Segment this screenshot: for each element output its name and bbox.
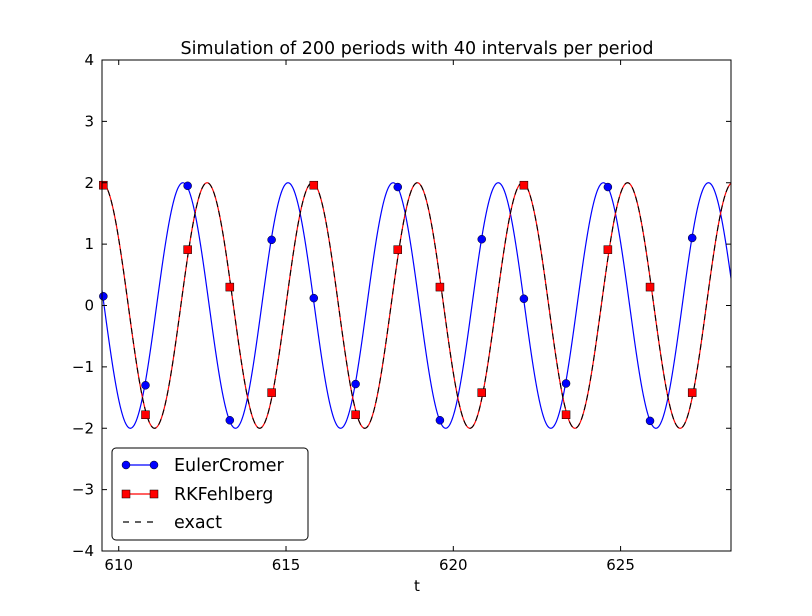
y-tick-label: −3 [72, 481, 94, 499]
eulercromer-point [561, 379, 571, 388]
rkfehlberg-point [309, 180, 319, 190]
eulercromer-point [183, 181, 192, 191]
legend-marker-eulercromer [121, 460, 131, 470]
eulercromer-point [687, 233, 697, 243]
eulercromer-line [102, 182, 731, 429]
rkfehlberg-point [645, 282, 655, 292]
eulercromer-point [603, 182, 613, 192]
legend-marker-eulercromer [149, 460, 159, 470]
x-tick-label: 625 [606, 556, 635, 574]
y-tick-label: −2 [72, 419, 94, 437]
y-tick-label: −4 [72, 542, 94, 560]
eulercromer-point [99, 292, 108, 301]
rkfehlberg-point [687, 388, 697, 397]
legend-box [111, 447, 309, 541]
eulercromer-point [477, 234, 486, 244]
eulercromer-point [393, 182, 403, 192]
y-tick-label: 1 [84, 235, 94, 253]
rkfehlberg-point [351, 410, 360, 419]
eulercromer-point [519, 294, 529, 303]
legend-marker-rkfehlberg [149, 489, 159, 499]
rkfehlberg-point [183, 245, 192, 254]
eulercromer-point [267, 235, 276, 245]
rkfehlberg-point [603, 245, 613, 254]
rkfehlberg-point [435, 282, 445, 292]
legend-label-exact: exact [174, 513, 222, 533]
legend-label-rkfehlberg: RKFehlberg [174, 485, 273, 505]
y-tick-label: 0 [84, 297, 94, 315]
rkfehlberg-point [225, 282, 235, 292]
x-tick-label: 610 [104, 556, 133, 574]
x-tick-label: 615 [272, 556, 301, 574]
eulercromer-point [141, 381, 150, 390]
x-axis-label: t [414, 577, 420, 595]
rkfehlberg-point [561, 410, 571, 419]
exact-line [102, 182, 731, 429]
legend-marker-rkfehlberg [121, 489, 131, 499]
eulercromer-point [435, 416, 445, 425]
x-tick-label: 620 [439, 556, 468, 574]
legend: EulerCromer RKFehlberg exact [111, 447, 309, 541]
rkfehlberg-point [141, 410, 150, 419]
y-tick-label: 2 [84, 174, 94, 192]
rkfehlberg-point [267, 388, 276, 397]
rkfehlberg-point [393, 245, 403, 254]
y-tick-label: 4 [84, 51, 94, 69]
y-tick-label: −1 [72, 358, 94, 376]
eulercromer-point [645, 416, 655, 426]
chart-title: Simulation of 200 periods with 40 interv… [181, 39, 654, 59]
rkfehlberg-point [519, 180, 529, 190]
eulercromer-point [351, 379, 360, 389]
y-tick-label: 3 [84, 112, 94, 130]
legend-label-eulercromer: EulerCromer [174, 456, 285, 476]
curves-group [102, 182, 731, 429]
rkfehlberg-point [99, 180, 108, 190]
rkfehlberg-point [477, 388, 486, 397]
eulercromer-point [225, 416, 235, 425]
eulercromer-point [309, 293, 319, 303]
